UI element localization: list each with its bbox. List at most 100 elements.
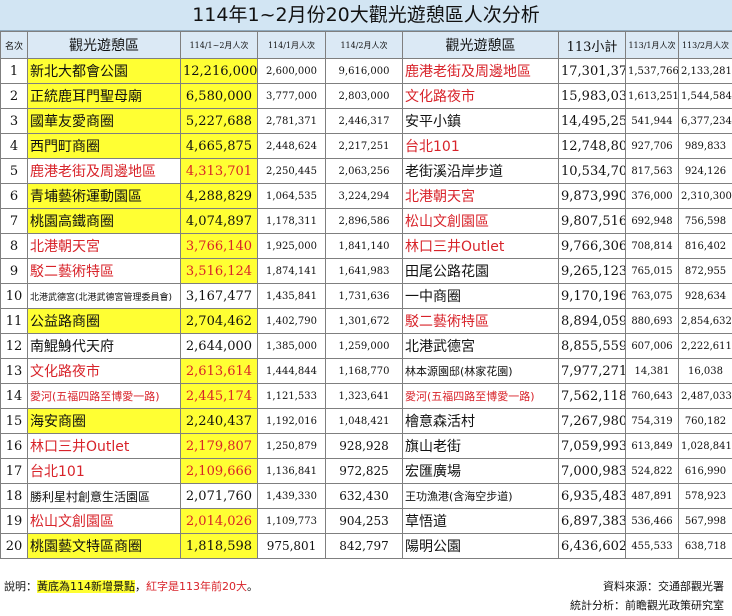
site-name-114: 勝利星村創意生活園區: [27, 483, 181, 509]
jan-114: 1,444,844: [257, 358, 326, 384]
total-113: 9,873,990: [558, 183, 626, 209]
rank-cell: 11: [0, 308, 28, 334]
total-113: 7,562,118: [558, 383, 626, 409]
site-name-113: 田尾公路花園: [402, 258, 559, 284]
feb-113: 760,182: [678, 408, 732, 434]
site-name-114: 國華友愛商圈: [27, 108, 181, 134]
site-name-114: 北港朝天宮: [27, 233, 181, 259]
header-row: 名次 觀光遊憩區 114/1~2月人次 114/1月人次 114/2月人次 觀光…: [0, 31, 732, 59]
site-name-113: 老街溪沿岸步道: [402, 158, 559, 184]
table-row: 20 桃園藝文特區商圈 1,818,598 975,801 842,797 陽明公園 6,4…: [0, 533, 732, 559]
jan-114: 1,064,535: [257, 183, 326, 209]
rank-cell: 8: [0, 233, 28, 259]
note-end: 。: [247, 580, 258, 593]
rank-cell: 14: [0, 383, 28, 409]
rank-cell: 6: [0, 183, 28, 209]
table-row: 3 國華友愛商圈 5,227,688 2,781,371 2,446,317 安平小鎮 14…: [0, 108, 732, 134]
rank-cell: 1: [0, 58, 28, 84]
table-row: 9 駁二藝術特區 3,516,124 1,874,141 1,641,983 田尾公路花園…: [0, 258, 732, 284]
site-name-113: 鹿港老街及周邊地區: [402, 58, 559, 84]
note-sep: ，: [135, 580, 146, 593]
total-114: 2,704,462: [180, 308, 258, 334]
table-row: 19 松山文創園區 2,014,026 1,109,773 904,253 草悟道 6,89…: [0, 508, 732, 534]
total-113: 9,170,196: [558, 283, 626, 309]
jan-114: 1,402,790: [257, 308, 326, 334]
feb-113: 1,544,584: [678, 83, 732, 109]
jan-113: 541,944: [625, 108, 679, 134]
feb-113: 756,598: [678, 208, 732, 234]
jan-113: 880,693: [625, 308, 679, 334]
rank-cell: 17: [0, 458, 28, 484]
feb-114: 2,896,586: [325, 208, 403, 234]
legend-note: 說明：黃底為114新增景點，紅字是113年前20大。: [4, 578, 258, 594]
header-rank: 名次: [0, 31, 28, 59]
rank-cell: 19: [0, 508, 28, 534]
site-name-113: 檜意森活村: [402, 408, 559, 434]
rank-cell: 5: [0, 158, 28, 184]
feb-114: 9,616,000: [325, 58, 403, 84]
jan-113: 817,563: [625, 158, 679, 184]
rank-cell: 12: [0, 333, 28, 359]
total-114: 1,818,598: [180, 533, 258, 559]
table-row: 10 北港武德宮(北港武德宮管理委員會) 3,167,477 1,435,841 1,7…: [0, 283, 732, 309]
footer: 說明：黃底為114新增景點，紅字是113年前20大。 資料來源：交通部觀光署 統…: [0, 575, 732, 616]
jan-114: 1,121,533: [257, 383, 326, 409]
total-113: 6,935,483: [558, 483, 626, 509]
jan-114: 3,777,000: [257, 83, 326, 109]
table-row: 18 勝利星村創意生活園區 2,071,760 1,439,330 632,430 王功漁…: [0, 483, 732, 509]
jan-114: 1,136,841: [257, 458, 326, 484]
total-113: 7,000,983: [558, 458, 626, 484]
total-114: 2,014,026: [180, 508, 258, 534]
rank-cell: 18: [0, 483, 28, 509]
total-113: 9,766,306: [558, 233, 626, 259]
site-name-114: 正統鹿耳門聖母廟: [27, 83, 181, 109]
jan-114: 2,250,445: [257, 158, 326, 184]
site-name-114: 海安商圈: [27, 408, 181, 434]
header-feb-113: 113/2月人次: [678, 31, 732, 59]
jan-113: 487,891: [625, 483, 679, 509]
site-name-113: 台北101: [402, 133, 559, 159]
total-113: 6,897,383: [558, 508, 626, 534]
jan-114: 975,801: [257, 533, 326, 559]
table-row: 15 海安商圈 2,240,437 1,192,016 1,048,421 檜意森活村 7,…: [0, 408, 732, 434]
note-prefix: 說明：: [4, 580, 37, 593]
jan-113: 613,849: [625, 433, 679, 459]
jan-113: 14,381: [625, 358, 679, 384]
feb-114: 2,446,317: [325, 108, 403, 134]
total-113: 7,267,980: [558, 408, 626, 434]
header-name-113: 觀光遊憩區: [402, 31, 559, 59]
total-113: 8,894,059: [558, 308, 626, 334]
jan-113: 607,006: [625, 333, 679, 359]
site-name-113: 一中商圈: [402, 283, 559, 309]
site-name-114: 松山文創園區: [27, 508, 181, 534]
site-name-113: 林本源園邸(林家花園): [402, 358, 559, 384]
jan-114: 1,192,016: [257, 408, 326, 434]
site-name-113: 北港朝天宮: [402, 183, 559, 209]
feb-113: 816,402: [678, 233, 732, 259]
site-name-114: 北港武德宮(北港武德宮管理委員會): [27, 283, 181, 309]
site-name-113: 安平小鎮: [402, 108, 559, 134]
feb-114: 2,803,000: [325, 83, 403, 109]
site-name-113: 北港武德宮: [402, 333, 559, 359]
table-row: 4 西門町商圈 4,665,875 2,448,624 2,217,251 台北101 12…: [0, 133, 732, 159]
feb-114: 842,797: [325, 533, 403, 559]
table-row: 16 林口三井Outlet 2,179,807 1,250,879 928,928 旗山老…: [0, 433, 732, 459]
jan-114: 1,385,000: [257, 333, 326, 359]
feb-114: 1,259,000: [325, 333, 403, 359]
header-name-114: 觀光遊憩區: [27, 31, 181, 59]
site-name-113: 王功漁港(含海空步道): [402, 483, 559, 509]
jan-113: 376,000: [625, 183, 679, 209]
total-113: 10,534,707: [558, 158, 626, 184]
site-name-113: 旗山老街: [402, 433, 559, 459]
site-name-114: 西門町商圈: [27, 133, 181, 159]
jan-113: 763,075: [625, 283, 679, 309]
feb-113: 2,310,300: [678, 183, 732, 209]
site-name-114: 青埔藝術運動園區: [27, 183, 181, 209]
site-name-113: 草悟道: [402, 508, 559, 534]
table-row: 5 鹿港老街及周邊地區 4,313,701 2,250,445 2,063,256 老街溪…: [0, 158, 732, 184]
feb-113: 567,998: [678, 508, 732, 534]
jan-113: 1,613,251: [625, 83, 679, 109]
feb-114: 904,253: [325, 508, 403, 534]
total-114: 3,516,124: [180, 258, 258, 284]
